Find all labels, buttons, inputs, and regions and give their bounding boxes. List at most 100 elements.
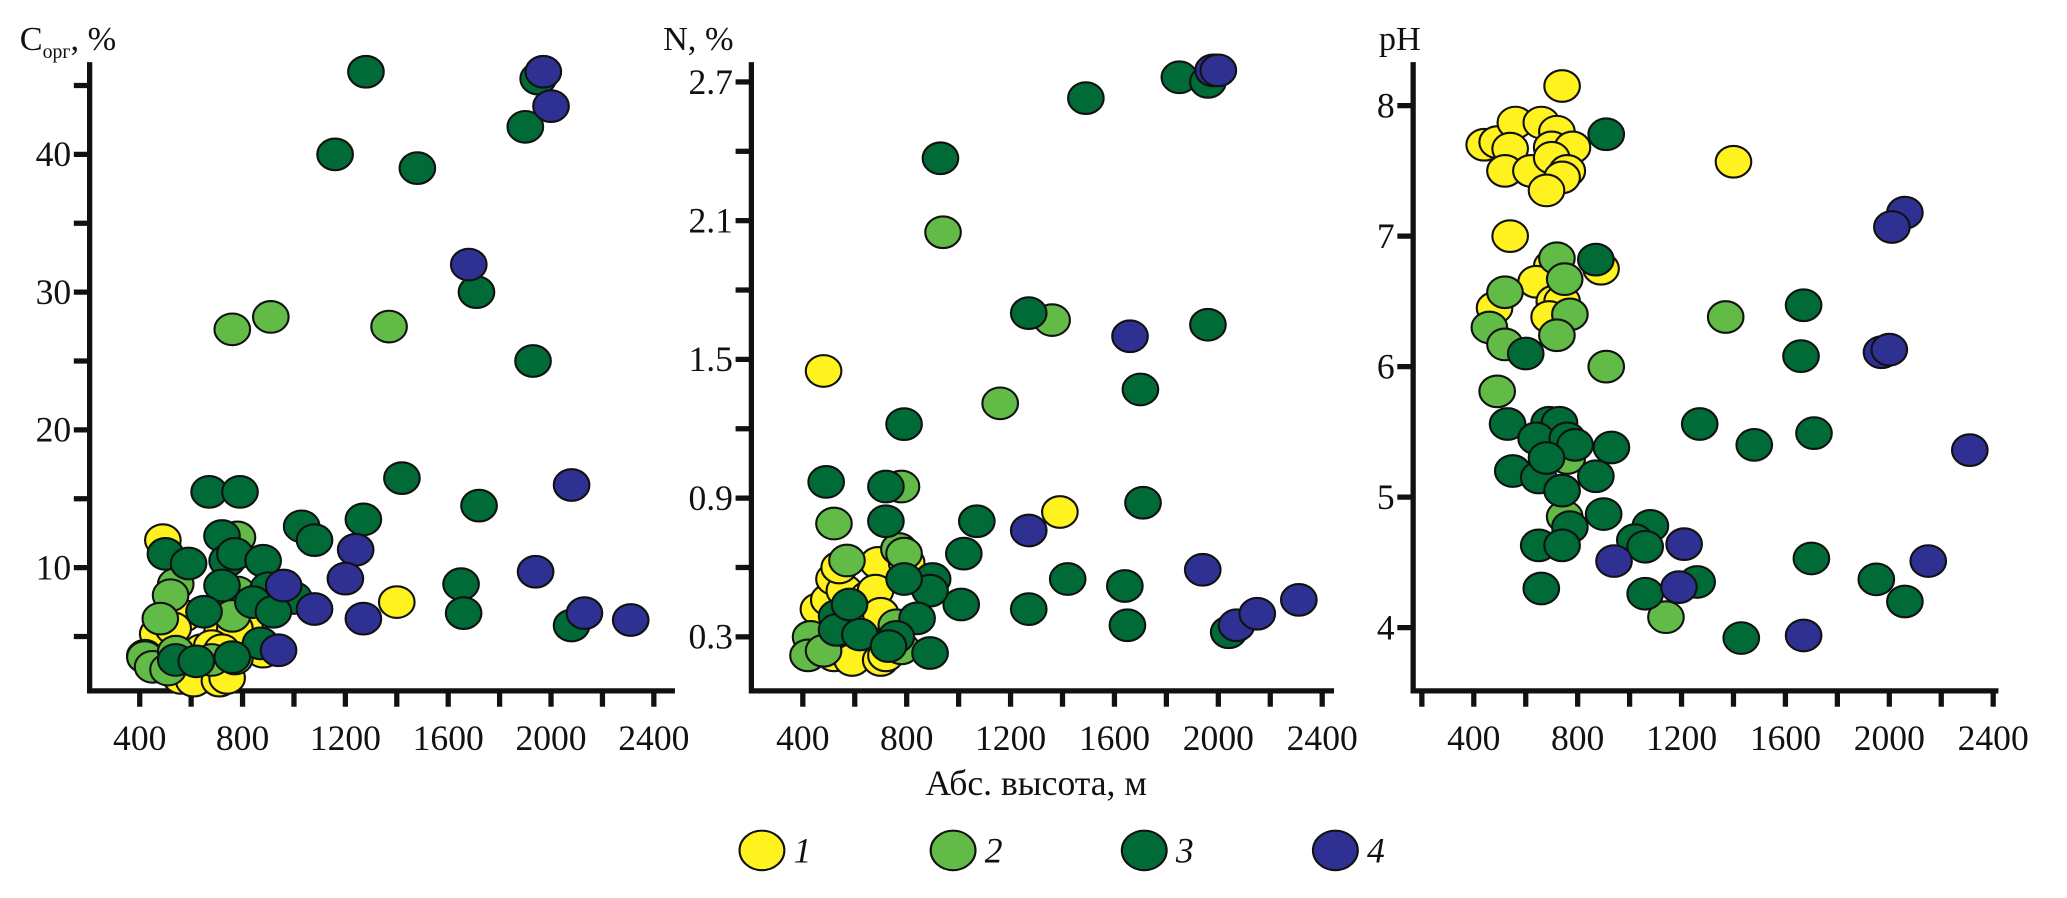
data-point-series-1	[1041, 495, 1079, 529]
data-point-series-3	[921, 141, 960, 176]
data-point-series-4	[1595, 544, 1633, 578]
data-point-series-3	[457, 275, 496, 310]
data-point-series-4	[1660, 570, 1698, 605]
data-point-series-3	[1584, 497, 1623, 531]
data-point-series-4	[326, 561, 365, 596]
data-point-series-3	[1506, 336, 1545, 371]
data-point-series-3	[506, 109, 545, 144]
legend-marker-2	[929, 829, 977, 872]
data-point-series-2	[828, 543, 866, 578]
y-tick-label: 6	[1377, 346, 1395, 386]
data-point-series-3	[444, 596, 483, 630]
data-point-series-4	[1009, 513, 1048, 548]
series-2	[789, 215, 1071, 673]
data-point-series-1	[804, 354, 843, 388]
data-point-series-2	[1647, 600, 1685, 635]
data-point-series-3	[1784, 288, 1823, 323]
data-point-series-3	[1108, 608, 1147, 643]
axes	[748, 62, 1335, 694]
y-tick-label: 1.5	[688, 339, 732, 379]
data-point-series-1	[1491, 219, 1529, 253]
data-point-series-4	[552, 468, 591, 502]
data-point-series-1	[1543, 69, 1581, 103]
x-tick-label: 2400	[618, 718, 689, 758]
y-tick-label: 5	[1377, 477, 1395, 517]
data-point-series-3	[1543, 528, 1581, 563]
data-point-series-2	[924, 215, 962, 250]
data-point-series-2	[1538, 318, 1576, 353]
data-point-series-3	[221, 475, 259, 509]
axes	[87, 62, 675, 694]
y-tick-label: 0.9	[688, 478, 732, 518]
data-point-series-3	[514, 344, 552, 378]
data-point-series-3	[185, 594, 223, 629]
x-tick-label: 800	[216, 718, 269, 758]
y-axis-label-main: N, %	[663, 20, 733, 58]
data-point-series-3	[1626, 529, 1665, 564]
series-3	[807, 60, 1248, 670]
data-point-series-2	[1545, 262, 1584, 297]
data-point-series-4	[1665, 527, 1703, 561]
y-tick-label: 8	[1377, 85, 1395, 125]
x-tick-label: 2400	[1958, 718, 2029, 758]
x-tick-label: 400	[1447, 718, 1500, 758]
y-tick-label: 7	[1377, 216, 1395, 256]
y-axis-label-main: C	[20, 20, 43, 58]
series-4	[1595, 195, 1989, 653]
x-tick-label: 2000	[515, 718, 586, 758]
data-point-series-4	[611, 603, 650, 637]
data-point-series-4	[532, 89, 570, 124]
y-axis-label: Cорг, %	[20, 20, 116, 63]
data-point-series-4	[1111, 319, 1149, 354]
data-point-series-3	[316, 137, 354, 172]
legend-marker-3	[1120, 829, 1168, 872]
data-point-series-3	[1587, 117, 1626, 152]
y-axis-label: N, %	[663, 20, 733, 58]
legend-label: 4	[1367, 830, 1385, 870]
data-point-series-3	[1722, 621, 1761, 655]
data-point-series-3	[869, 629, 908, 663]
y-tick-label: 10	[36, 548, 72, 588]
data-point-series-3	[169, 546, 208, 581]
x-tick-label: 1600	[1079, 718, 1150, 758]
data-point-series-3	[957, 504, 996, 539]
data-point-series-3	[1048, 562, 1087, 596]
data-point-series-3	[1189, 307, 1227, 342]
data-point-series-3	[295, 523, 334, 557]
data-point-series-2	[1478, 374, 1517, 409]
data-point-series-3	[1067, 81, 1105, 115]
legend-marker-4	[1311, 829, 1359, 872]
data-point-series-4	[259, 633, 298, 668]
y-tick-label: 40	[36, 134, 72, 174]
x-tick-label: 1600	[1750, 718, 1821, 758]
data-point-series-1	[1527, 173, 1566, 208]
data-point-series-4	[449, 247, 488, 282]
data-point-series-3	[1782, 339, 1820, 374]
data-point-series-3	[1105, 569, 1144, 603]
legend-label: 2	[985, 830, 1003, 870]
data-point-series-3	[1488, 407, 1527, 441]
x-axis-label: Абс. высота, м	[925, 763, 1146, 803]
data-point-series-2	[141, 601, 180, 636]
data-point-series-4	[295, 592, 334, 626]
y-axis-label-unit: , %	[71, 20, 117, 58]
data-point-series-4	[1183, 552, 1222, 587]
legend-label: 3	[1175, 830, 1194, 870]
data-point-series-2	[815, 506, 853, 541]
x-tick-label: 1200	[1646, 718, 1717, 758]
data-point-series-4	[1909, 544, 1948, 578]
data-point-series-4	[565, 596, 604, 630]
data-point-series-4	[1950, 433, 1989, 468]
chart-panel-3: 400 800 1200 1600 2000 2400 4 5 6 7 8 pH	[1377, 20, 2029, 758]
data-point-series-3	[1886, 584, 1924, 619]
x-tick-label: 1200	[310, 718, 381, 758]
axes	[1410, 62, 1999, 694]
data-point-series-3	[347, 54, 385, 89]
data-point-series-3	[1626, 576, 1665, 611]
legend-label: 1	[794, 830, 812, 870]
y-tick-label: 30	[36, 272, 72, 312]
data-point-series-4	[516, 554, 555, 589]
x-tick-label: 1600	[413, 718, 484, 758]
data-point-series-3	[944, 536, 983, 571]
